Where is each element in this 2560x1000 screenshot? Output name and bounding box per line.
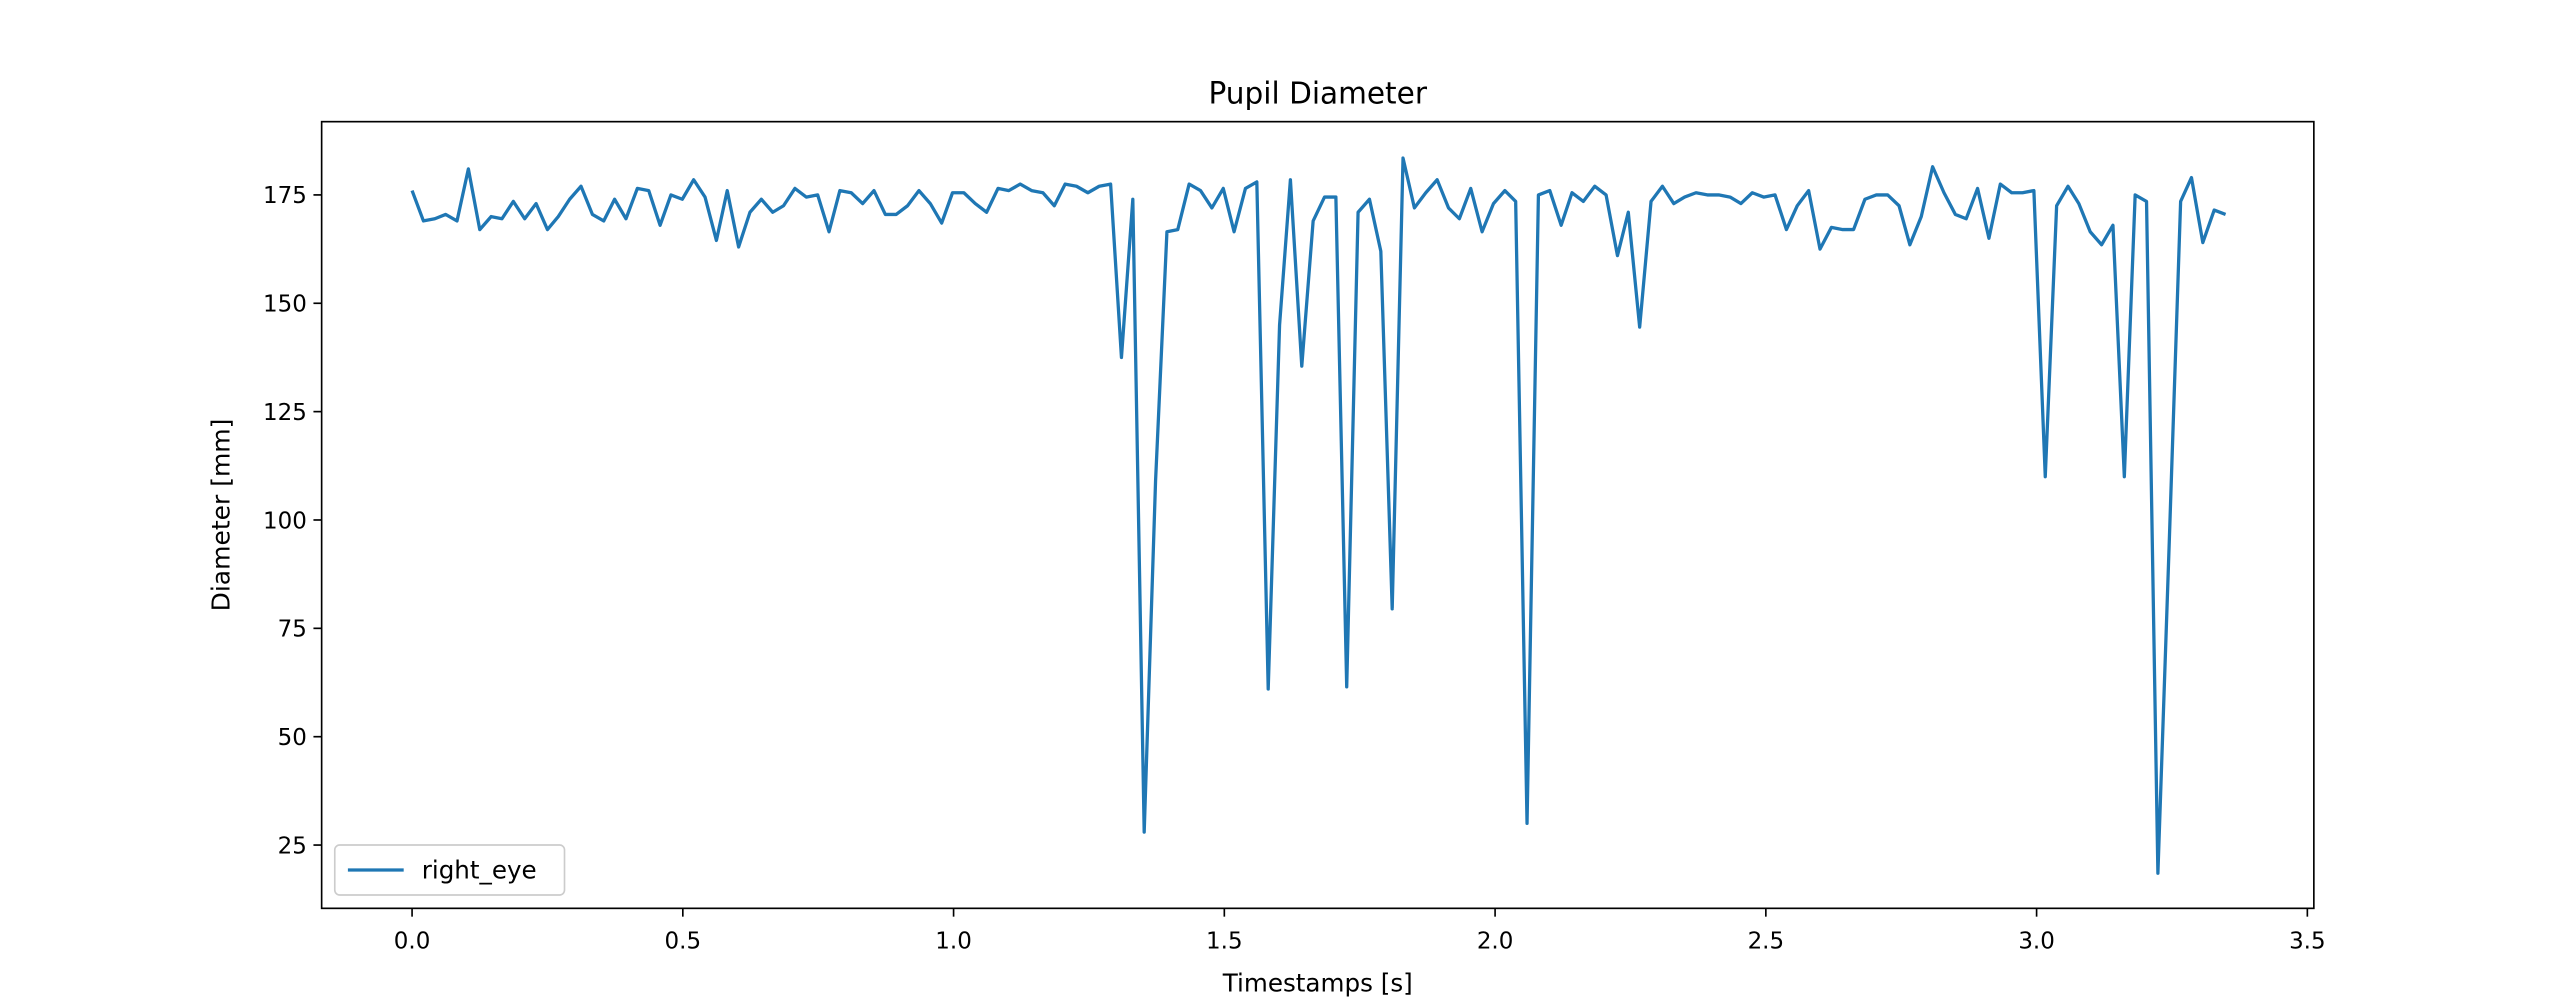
x-tick-label: 1.5 [1206, 928, 1243, 954]
x-tick-label: 3.0 [2018, 928, 2055, 954]
x-tick-label: 3.5 [2289, 928, 2326, 954]
y-tick-label: 50 [278, 725, 307, 751]
x-tick-label: 2.0 [1477, 928, 1514, 954]
y-tick-label: 100 [263, 508, 307, 534]
y-tick-label: 25 [278, 833, 307, 859]
chart-title: Pupil Diameter [1209, 76, 1428, 111]
y-tick-label: 75 [278, 617, 307, 643]
plot-frame [320, 120, 2315, 910]
y-tick-label: 125 [263, 400, 307, 426]
x-tick-label: 2.5 [1748, 928, 1785, 954]
x-tick-label: 0.0 [394, 928, 431, 954]
data-line [410, 156, 2227, 875]
y-tick-label: 175 [263, 183, 307, 209]
x-tick-label: 1.0 [935, 928, 972, 954]
y-axis-label: Diameter [mm] [207, 419, 236, 612]
y-tick-label: 150 [263, 291, 307, 317]
x-axis-label: Timestamps [s] [1222, 968, 1413, 997]
legend-label: right_eye [422, 855, 537, 884]
legend-box [333, 844, 566, 896]
x-tick-label: 0.5 [665, 928, 702, 954]
